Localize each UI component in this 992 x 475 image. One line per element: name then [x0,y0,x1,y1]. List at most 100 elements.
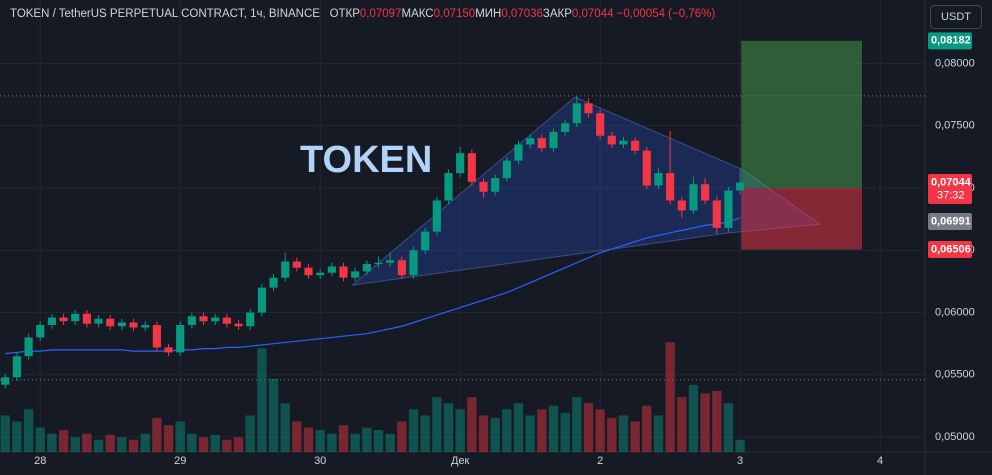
volume-bar [397,421,407,452]
ohlc-value: 0,07097 [359,8,402,20]
volume-bar [583,403,594,452]
x-tick-label: Дек [451,455,470,467]
volume-bar [233,437,244,452]
candle-body [631,140,640,151]
volume-bar [385,433,395,452]
candle-body [257,287,266,313]
volume-bar [140,433,150,452]
volume-bar [642,405,652,452]
candle-body [654,173,663,186]
candle-body [526,138,535,145]
volume-bar [222,439,232,452]
volume-bar [338,425,349,452]
candle-body [491,178,500,192]
volume-bar [175,421,185,452]
price-label: 0,06506 [931,243,971,255]
candle-body [1,377,10,385]
volume-bar [187,433,197,452]
volume-bar [735,439,745,452]
x-tick-label: 4 [877,455,883,467]
candle-body [736,182,745,191]
candle-body [514,144,523,161]
volume-bar [700,393,710,452]
volume-bar [105,434,115,452]
ohlc-value: 0,07150 [433,8,476,20]
volume-bar [12,421,22,452]
change: −0,00054 (−0,76%) [616,8,716,20]
candle-body [187,316,196,325]
volume-bar [47,433,57,452]
candle-body [444,173,453,201]
x-tick-label: 3 [737,455,743,467]
candle-body [211,317,220,322]
price-label: 0,08182 [931,35,971,47]
y-tick-label: 0,08000 [935,57,975,69]
candle-body [712,200,721,228]
volume-bar [82,433,92,452]
volume-bar [502,409,512,452]
ohlc-value: 0,07044 [571,8,614,20]
volume-bar [420,415,430,452]
volume-bar [327,433,337,452]
volume-bar [93,439,104,452]
candle-body [47,317,56,325]
volume-bar [70,437,80,452]
candle-body [421,231,430,251]
x-tick-label: 28 [34,455,46,467]
price-label: 0,07044 [931,176,972,188]
candle-body [549,131,558,149]
volume-bar [198,437,209,452]
loss-zone [741,188,863,250]
volume-bar [677,397,687,452]
volume-bar [490,417,500,452]
candle-body [607,135,616,145]
volume-bar [210,434,220,452]
volume-bar [128,439,139,452]
volume-bar [408,409,419,452]
volume-bar [152,417,162,452]
price-label: 0,06991 [931,215,971,227]
candle-body [537,138,546,149]
candle-body [292,261,301,268]
candle-body [409,250,418,276]
candle-body [269,277,278,288]
volume-bar [712,391,722,452]
volume-bar [513,403,524,452]
volume-bar [443,403,454,452]
candle-body [479,181,488,192]
volume-bar [373,430,384,452]
candle-body [12,356,21,378]
volume-bar [595,409,605,452]
ohlc: ОТКР0,07097МАКС0,07150МИН0,07036ЗАКР0,07… [330,8,614,20]
volume-bar [0,415,10,452]
currency-button[interactable]: USDT [930,5,982,29]
volume-bar [455,409,465,452]
candle-body [199,316,208,322]
countdown: 37:32 [937,189,965,201]
y-tick-label: 0,07500 [935,120,975,132]
candle-body [117,322,126,327]
volume-bar [572,397,582,452]
ohlc-label: МАКС [401,8,434,20]
candle-body [677,200,686,211]
volume-bar [560,412,570,452]
candle-body [596,113,605,136]
volume-bar [548,405,559,452]
y-tick-label: 0,05000 [935,431,975,443]
price-label-bg [928,174,972,205]
candle-body [584,103,593,114]
candle-body [701,184,710,201]
volume-bar [537,409,547,452]
candle-body [689,184,698,211]
volume-bar [723,403,734,452]
volume-bar [688,384,699,452]
candle-body [619,140,628,145]
x-tick-label: 29 [174,455,186,467]
candle-body [152,324,161,348]
volume-bar [432,397,442,452]
ohlc-label: МИН [475,8,502,20]
volume-bar [467,397,477,452]
volume-bar [362,427,372,452]
